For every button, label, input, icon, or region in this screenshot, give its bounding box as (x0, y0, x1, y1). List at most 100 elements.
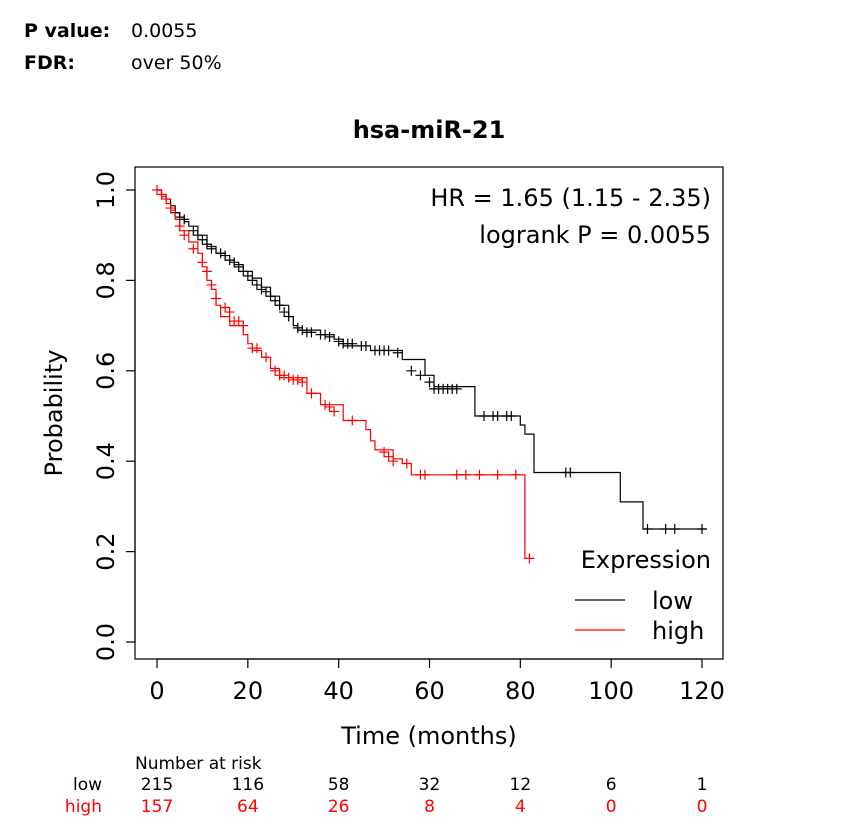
censor-mark-high (460, 469, 471, 480)
censor-mark-high (261, 352, 271, 363)
censor-mark-low (256, 284, 267, 295)
censor-mark-high (510, 469, 521, 480)
censor-mark-high (201, 266, 212, 277)
legend-title: Expression (581, 546, 711, 574)
risk-value-high: 8 (424, 797, 435, 817)
censor-mark-low (697, 524, 707, 534)
censor-mark-low (279, 307, 290, 318)
censor-mark-low (247, 275, 258, 286)
censor-mark-high (270, 365, 281, 376)
hr-annotation: HR = 1.65 (1.15 - 2.35) (430, 184, 711, 212)
censor-mark-high (279, 370, 290, 381)
censor-mark-high (197, 257, 208, 268)
risk-row-label-high: high (65, 797, 102, 817)
censor-mark-high (179, 230, 190, 241)
censor-mark-low (297, 325, 308, 336)
censor-mark-high (188, 243, 199, 254)
censor-mark-low (406, 365, 417, 376)
censor-mark-low (392, 347, 403, 358)
risk-table: low 215 116 58 32 12 6 1 high 157 64 26 8 4 0 0 (65, 775, 707, 817)
risk-value-low: 58 (328, 775, 350, 795)
censor-mark-high (161, 194, 172, 205)
censor-mark-high (419, 469, 430, 480)
x-tick-label: 20 (233, 677, 264, 705)
censor-mark-high (152, 185, 162, 195)
censor-mark-high (401, 458, 412, 469)
censor-mark-high (165, 203, 176, 214)
risk-value-high: 157 (141, 797, 173, 817)
censor-mark-low (424, 377, 435, 388)
y-tick-label: 1.0 (92, 171, 120, 209)
censor-mark-high (297, 377, 308, 388)
censor-mark-high (324, 401, 335, 412)
censor-mark-low (215, 248, 226, 259)
x-tick-label: 40 (323, 677, 354, 705)
censor-mark-low (283, 311, 294, 322)
censor-mark-low (201, 239, 212, 250)
survival-curves (152, 185, 707, 564)
censor-mark-high (329, 406, 340, 417)
risk-row-label-low: low (73, 775, 102, 795)
censor-mark-low (479, 411, 489, 421)
censor-mark-low (224, 255, 235, 266)
chart-title: hsa-miR-21 (353, 116, 506, 144)
risk-table-title: Number at risk (135, 754, 262, 774)
censor-mark-high (383, 451, 394, 462)
y-tick-label: 0.4 (92, 442, 120, 480)
risk-value-low: 32 (419, 775, 441, 795)
censor-mark-high (251, 343, 262, 354)
censor-mark-low (233, 261, 244, 272)
censor-mark-low (242, 270, 253, 281)
censor-mark-low (229, 257, 240, 268)
censor-mark-low (179, 214, 190, 225)
risk-value-high: 26 (328, 797, 350, 817)
fdr-label: FDR: (24, 52, 75, 74)
fdr-line: FDR: over 50% (24, 50, 222, 76)
censor-mark-high (492, 469, 503, 480)
x-tick-label: 120 (679, 677, 725, 705)
censor-mark-low (192, 230, 203, 241)
censor-mark-high (220, 302, 231, 313)
logrank-annotation: logrank P = 0.0055 (479, 221, 711, 249)
censor-mark-high (283, 372, 294, 383)
censor-mark-low (292, 322, 303, 333)
risk-value-high: 64 (237, 797, 259, 817)
censor-mark-high (233, 316, 244, 327)
y-tick-label: 0.8 (92, 261, 120, 299)
x-tick-label: 100 (588, 677, 634, 705)
risk-value-high: 0 (606, 797, 617, 817)
censor-mark-high (320, 399, 331, 410)
risk-value-low: 6 (606, 775, 617, 795)
fdr-value: over 50% (131, 52, 222, 74)
legend-low-label: low (652, 587, 693, 615)
censor-mark-low (451, 383, 462, 394)
risk-value-low: 12 (510, 775, 532, 795)
censor-mark-low (383, 345, 394, 356)
p-value: 0.0055 (131, 20, 198, 42)
censor-mark-high (451, 469, 462, 480)
y-tick-label: 0.2 (92, 533, 120, 571)
x-tick-label: 80 (505, 677, 536, 705)
censor-mark-low (220, 250, 231, 261)
censor-mark-high (524, 553, 535, 564)
series-high-line (157, 189, 530, 559)
legend-high-label: high (652, 617, 704, 645)
censor-mark-low (669, 524, 680, 534)
censor-mark-low (270, 295, 281, 306)
censor-mark-low (320, 329, 331, 340)
censor-mark-low (206, 243, 217, 254)
p-value-label: P value: (24, 20, 111, 42)
censor-mark-high (206, 279, 217, 290)
risk-value-low: 1 (697, 775, 708, 795)
censor-mark-low (333, 336, 344, 347)
censor-mark-high (156, 189, 167, 200)
censor-mark-low (238, 266, 249, 277)
censor-mark-low (324, 331, 335, 342)
y-tick-label: 0.0 (92, 623, 120, 661)
censor-mark-low (506, 411, 517, 421)
censor-mark-low (642, 524, 653, 534)
censor-mark-low (306, 327, 317, 338)
censor-mark-high (224, 307, 235, 318)
censor-mark-high (174, 221, 185, 232)
risk-value-low: 116 (232, 775, 264, 795)
